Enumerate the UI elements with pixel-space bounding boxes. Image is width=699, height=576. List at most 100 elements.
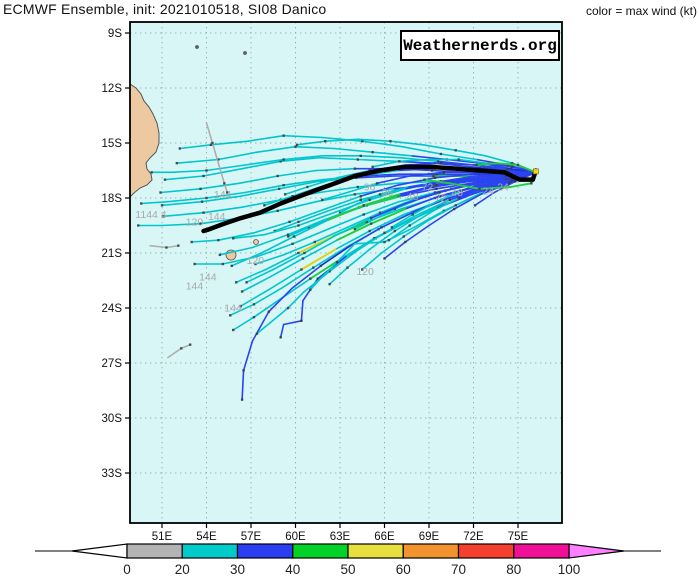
position-dot xyxy=(165,246,168,249)
track-segment xyxy=(178,144,212,150)
position-dot xyxy=(312,266,315,269)
position-dot xyxy=(359,194,362,198)
track-segment xyxy=(296,140,326,146)
track-segment xyxy=(460,180,490,192)
position-dot xyxy=(460,189,463,192)
track-segment xyxy=(324,138,359,142)
track-segment xyxy=(319,244,352,267)
position-dot xyxy=(230,264,233,268)
track-segment xyxy=(327,213,365,230)
track-segment xyxy=(408,171,445,177)
island xyxy=(243,51,247,55)
position-dot xyxy=(180,347,183,350)
y-tick-label: 33S xyxy=(102,468,123,480)
position-dot xyxy=(408,224,411,227)
track-segment xyxy=(400,188,438,197)
position-dot xyxy=(510,165,514,169)
colorbar-right-arrow xyxy=(568,543,625,559)
map-background xyxy=(130,22,562,523)
position-dot xyxy=(226,191,229,194)
position-dot xyxy=(393,229,397,233)
track-segment xyxy=(368,230,396,251)
hour-label: 144 xyxy=(186,281,204,293)
position-dot xyxy=(510,161,514,165)
colorbar-tick-label: 60 xyxy=(396,562,411,576)
track-segment xyxy=(379,199,414,214)
track-segment xyxy=(272,252,306,271)
track-segment xyxy=(509,182,533,188)
position-dot xyxy=(473,204,477,207)
position-dot xyxy=(221,262,225,266)
axis-labels: 51E 54E 57E 60E 63E 66E 69E 72E 75E 9S 12S 15S 18S 21… xyxy=(102,28,529,543)
track-segment xyxy=(440,175,476,183)
track-segment xyxy=(223,182,229,194)
x-tick-label: 54E xyxy=(196,531,217,543)
position-dot xyxy=(504,174,508,178)
track-segment xyxy=(474,173,509,177)
position-dot xyxy=(433,191,437,194)
track-segment xyxy=(408,210,435,227)
position-dot xyxy=(404,240,407,244)
colorbar-segment xyxy=(292,543,349,559)
plot-border xyxy=(129,21,563,524)
x-tick-label: 57E xyxy=(241,531,262,543)
track-segment xyxy=(404,180,442,190)
track-segment xyxy=(324,195,362,210)
track-segment xyxy=(164,175,205,181)
position-dot xyxy=(356,158,359,161)
track-segment xyxy=(217,151,258,161)
position-dot xyxy=(365,220,368,224)
hour-label: 144 xyxy=(214,189,232,201)
position-dot xyxy=(435,172,438,176)
position-dot xyxy=(383,257,386,260)
hour-label: 144 xyxy=(208,211,226,223)
track-segment xyxy=(202,167,243,177)
position-dot xyxy=(309,277,312,280)
track-segment xyxy=(402,219,430,238)
track-segment xyxy=(279,156,321,163)
position-dot xyxy=(316,277,319,280)
position-dot xyxy=(507,182,511,185)
track-segment xyxy=(165,244,180,249)
track-segment xyxy=(219,246,254,256)
position-dot xyxy=(177,244,180,247)
track-segment xyxy=(362,200,401,216)
track-segment xyxy=(432,197,460,212)
track-segment xyxy=(312,246,347,269)
track-segment xyxy=(288,208,326,223)
y-tick-label: 18S xyxy=(102,193,123,205)
position-dot xyxy=(398,160,401,163)
track-segment xyxy=(454,191,484,207)
position-dot xyxy=(328,270,331,273)
track-segment xyxy=(428,208,456,227)
colorbar-segment xyxy=(126,543,183,559)
hour-label: 120 xyxy=(356,266,374,278)
watermark-label: Weathernerds.org xyxy=(403,36,557,55)
position-dot xyxy=(439,152,443,156)
position-dot xyxy=(530,182,533,185)
watermark-box: Weathernerds.org xyxy=(400,30,560,61)
hour-label: 120 xyxy=(186,216,204,228)
track-segment xyxy=(263,195,294,207)
position-dot xyxy=(368,229,371,233)
position-dot xyxy=(240,290,244,293)
position-dot xyxy=(211,141,214,145)
position-dot xyxy=(283,193,287,196)
position-dot xyxy=(430,183,434,187)
position-dot xyxy=(478,187,481,191)
track-segment xyxy=(346,182,378,194)
track-segment xyxy=(438,182,475,194)
position-dot xyxy=(346,266,349,269)
track-segment xyxy=(423,178,451,185)
hour-label: 1144 4 xyxy=(135,209,166,221)
position-dot xyxy=(279,336,282,339)
track-segment xyxy=(397,177,436,186)
coastline-land xyxy=(130,45,259,261)
track-segment xyxy=(282,155,323,161)
track-segment xyxy=(282,134,323,139)
track-segment xyxy=(244,184,285,194)
position-dot xyxy=(277,187,281,191)
track-segment xyxy=(376,175,411,185)
position-dot xyxy=(328,282,331,286)
